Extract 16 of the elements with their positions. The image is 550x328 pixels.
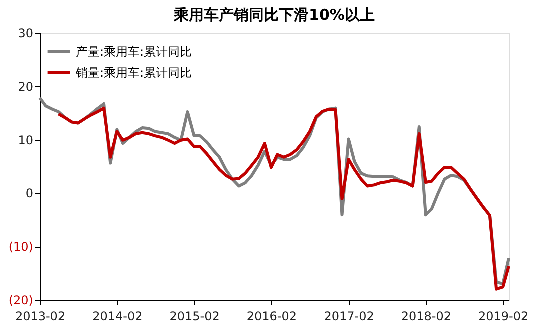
x-tick-label: 2017-02 [324,310,374,324]
x-tick-label: 2019-02 [478,310,529,324]
y-tick-label: 30 [18,26,34,40]
y-tick-label: 20 [18,80,34,94]
x-tick-label: 2015-02 [170,310,220,324]
x-tick-label: 2013-02 [15,310,66,324]
y-tick-label: (10) [8,240,34,254]
x-tick-label: 2016-02 [246,310,298,324]
legend-label: 产量:乘用车:累计同比 [76,45,192,59]
chart-title: 乘用车产销同比下滑10%以上 [173,6,375,24]
legend-label: 销量:乘用车:累计同比 [75,66,192,80]
x-tick-label: 2014-02 [92,310,143,324]
y-tick-label: 0 [26,186,34,201]
y-tick-label: 10 [18,133,34,148]
y-tick-label: (20) [8,294,34,308]
x-tick-label: 2018-02 [401,310,452,324]
